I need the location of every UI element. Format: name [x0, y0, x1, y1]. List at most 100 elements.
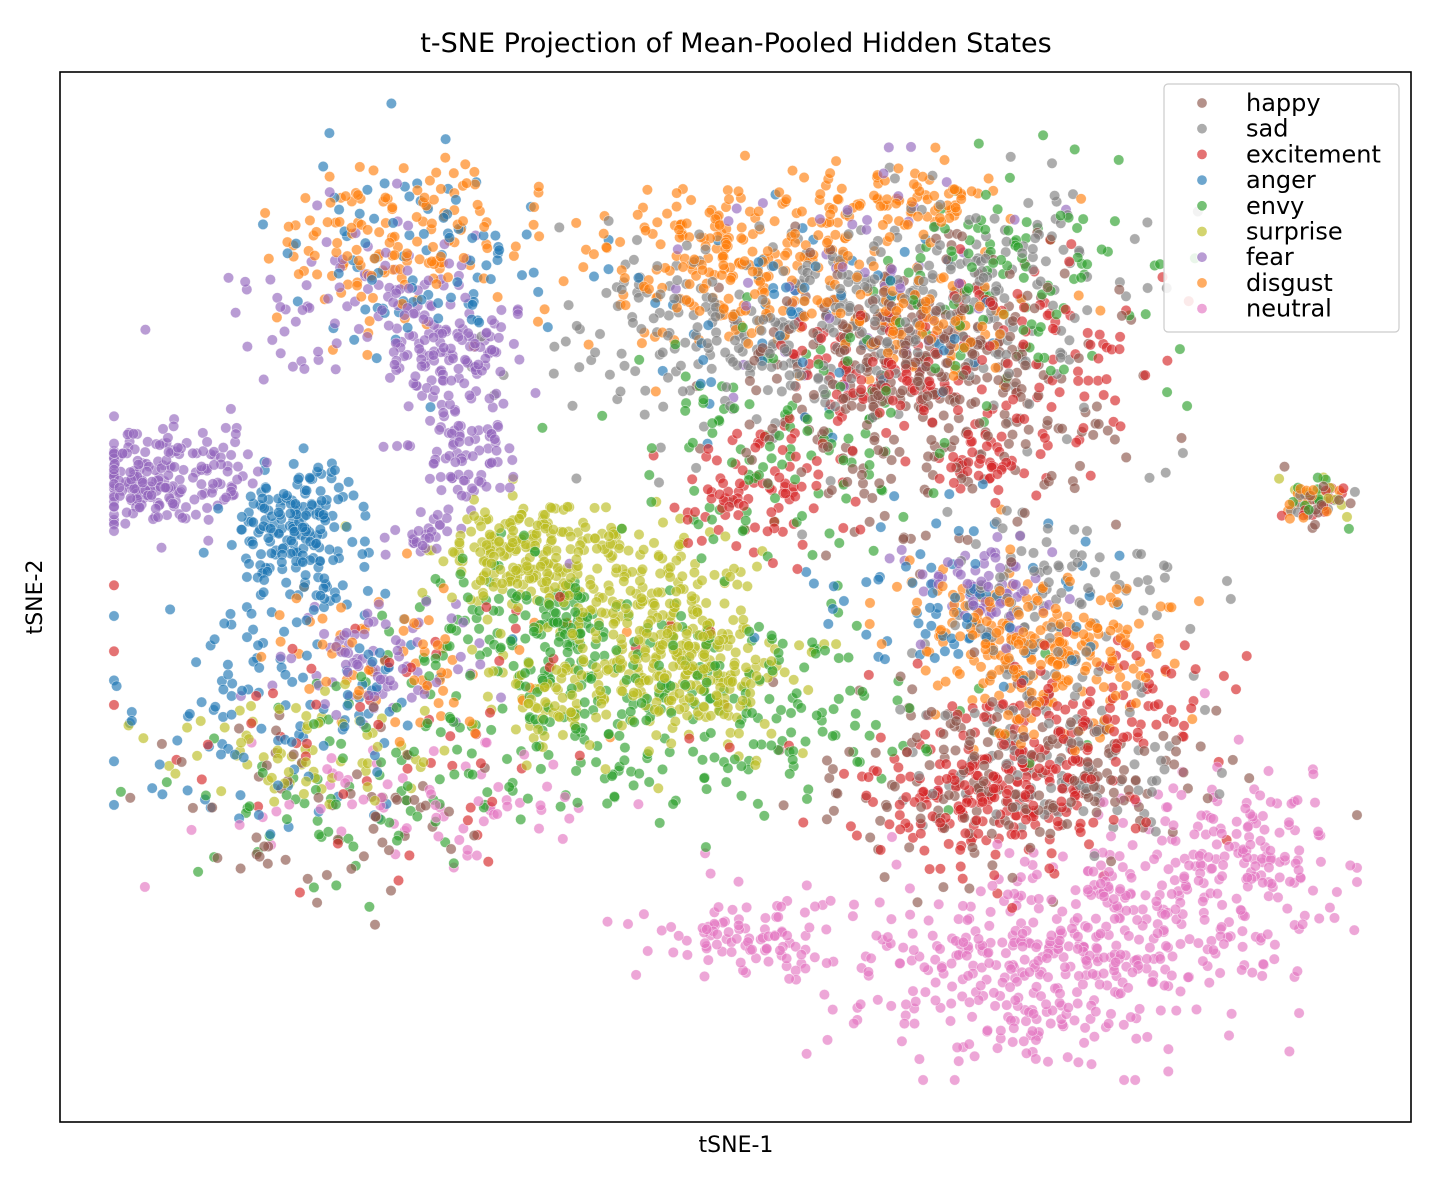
scatter-point-fear	[232, 461, 244, 473]
scatter-point-neutral	[382, 778, 394, 790]
scatter-point-happy	[963, 882, 975, 894]
scatter-point-happy	[1110, 519, 1122, 531]
scatter-point-anger	[164, 603, 176, 615]
scatter-point-disgust	[796, 206, 808, 218]
scatter-point-neutral	[1309, 797, 1321, 809]
scatter-point-surprise	[465, 526, 477, 538]
scatter-point-excitement	[924, 863, 936, 875]
scatter-point-disgust	[739, 150, 751, 162]
scatter-point-disgust	[842, 250, 854, 262]
scatter-point-neutral	[563, 813, 575, 825]
scatter-point-disgust	[832, 193, 844, 205]
scatter-point-anger	[385, 98, 397, 110]
scatter-point-envy	[720, 776, 732, 788]
scatter-point-fear	[435, 471, 447, 483]
scatter-point-envy	[897, 511, 909, 523]
scatter-point-neutral	[913, 1053, 925, 1065]
scatter-point-disgust	[437, 685, 449, 697]
scatter-point-anger	[906, 577, 918, 589]
scatter-point-disgust	[340, 190, 352, 202]
scatter-point-sad	[628, 254, 640, 266]
scatter-point-fear	[108, 410, 120, 422]
scatter-point-anger	[327, 554, 339, 566]
scatter-point-anger	[317, 161, 329, 173]
scatter-point-neutral	[801, 879, 813, 891]
scatter-point-neutral	[1141, 1031, 1153, 1043]
scatter-point-fear	[846, 218, 858, 230]
scatter-point-anger	[215, 748, 227, 760]
scatter-point-disgust	[723, 193, 735, 205]
scatter-point-envy	[613, 730, 625, 742]
scatter-point-disgust	[448, 697, 460, 709]
scatter-point-happy	[321, 869, 333, 881]
scatter-point-excitement	[444, 730, 456, 742]
scatter-point-sad	[945, 263, 957, 275]
scatter-point-neutral	[1197, 895, 1209, 907]
scatter-point-anger	[337, 579, 349, 591]
scatter-point-fear	[506, 454, 518, 466]
scatter-point-envy	[791, 687, 803, 699]
scatter-point-surprise	[730, 646, 742, 658]
scatter-point-happy	[999, 408, 1011, 420]
scatter-point-envy	[833, 693, 845, 705]
scatter-point-excitement	[855, 374, 867, 386]
scatter-point-excitement	[1001, 788, 1013, 800]
scatter-point-neutral	[557, 833, 569, 845]
scatter-point-happy	[312, 792, 324, 804]
scatter-point-happy	[124, 792, 136, 804]
scatter-point-neutral	[882, 931, 894, 943]
scatter-point-disgust	[1186, 713, 1198, 725]
scatter-point-excitement	[1047, 323, 1059, 335]
scatter-point-neutral	[1118, 1074, 1130, 1086]
scatter-point-envy	[618, 754, 630, 766]
scatter-point-fear	[446, 612, 458, 624]
scatter-point-neutral	[325, 752, 337, 764]
scatter-point-disgust	[723, 293, 735, 305]
scatter-point-disgust	[510, 241, 522, 253]
scatter-point-neutral	[973, 994, 985, 1006]
scatter-point-anger	[879, 653, 891, 665]
scatter-point-envy	[851, 620, 863, 632]
scatter-point-anger	[702, 319, 714, 331]
scatter-point-neutral	[705, 868, 717, 880]
scatter-point-surprise	[596, 606, 608, 618]
scatter-point-anger	[838, 595, 850, 607]
scatter-point-neutral	[481, 737, 493, 749]
scatter-point-anger	[253, 809, 265, 821]
scatter-point-neutral	[726, 946, 738, 958]
scatter-point-excitement	[1046, 847, 1058, 859]
scatter-point-anger	[333, 267, 345, 279]
scatter-point-anger	[318, 740, 330, 752]
scatter-point-surprise	[482, 691, 494, 703]
scatter-point-sad	[566, 400, 578, 412]
scatter-point-happy	[1093, 418, 1105, 430]
scatter-point-envy	[308, 881, 320, 893]
scatter-point-disgust	[1078, 612, 1090, 624]
scatter-point-anger	[323, 127, 335, 139]
scatter-point-envy	[466, 747, 478, 759]
scatter-point-neutral	[966, 1011, 978, 1023]
scatter-point-neutral	[975, 885, 987, 897]
scatter-point-surprise	[298, 788, 310, 800]
scatter-point-anger	[243, 558, 255, 570]
scatter-point-surprise	[557, 729, 569, 741]
scatter-point-happy	[866, 492, 878, 504]
scatter-point-excitement	[1126, 716, 1138, 728]
scatter-point-surprise	[590, 711, 602, 723]
scatter-point-disgust	[373, 226, 385, 238]
scatter-point-neutral	[1054, 987, 1066, 999]
scatter-point-neutral	[1131, 914, 1143, 926]
scatter-point-surprise	[510, 723, 522, 735]
scatter-point-anger	[930, 517, 942, 529]
scatter-point-envy	[466, 769, 478, 781]
scatter-point-sad	[923, 260, 935, 272]
scatter-point-envy	[434, 773, 446, 785]
scatter-point-sad	[1022, 197, 1034, 209]
scatter-point-excitement	[1118, 659, 1130, 671]
scatter-point-fear	[271, 292, 283, 304]
scatter-point-anger	[235, 789, 247, 801]
scatter-point-neutral	[1030, 1053, 1042, 1065]
scatter-point-surprise	[319, 685, 331, 697]
scatter-point-sad	[662, 372, 674, 384]
scatter-point-sad	[1077, 805, 1089, 817]
